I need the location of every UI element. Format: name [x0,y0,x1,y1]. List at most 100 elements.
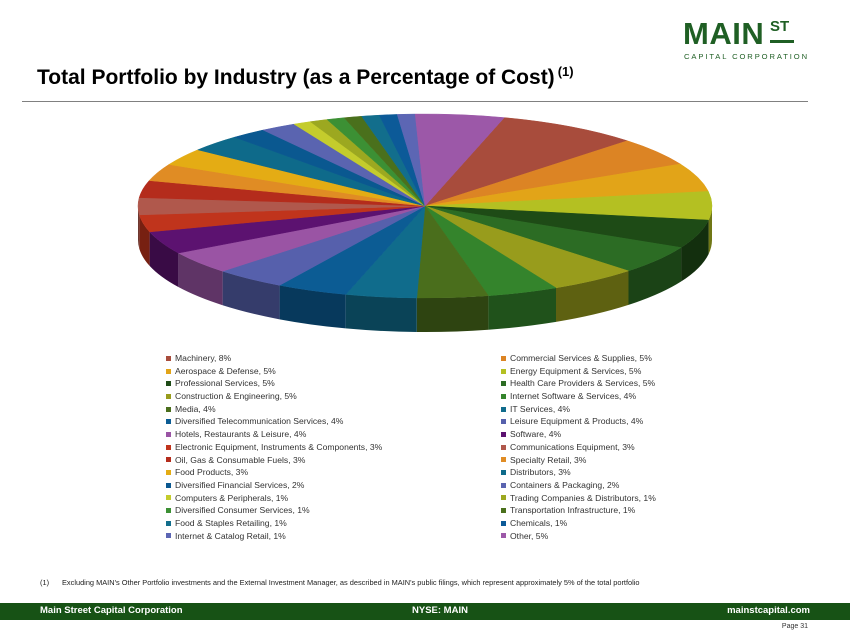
legend-label: Energy Equipment & Services, 5% [510,365,642,376]
title-divider [22,101,808,102]
legend-item: Diversified Consumer Services, 1% [166,504,382,517]
legend-label: Food & Staples Retailing, 1% [175,517,287,528]
legend-label: Computers & Peripherals, 1% [175,492,289,503]
pie-slice-side [488,287,557,330]
legend-item: Professional Services, 5% [166,377,382,390]
legend-label: Trading Companies & Distributors, 1% [510,492,656,503]
pie-slice-side [556,270,629,322]
footer-company: Main Street Capital Corporation [40,605,183,616]
legend-swatch [166,495,171,501]
legend-label: Oil, Gas & Consumable Fuels, 3% [175,454,306,465]
legend-item: Containers & Packaging, 2% [501,479,656,492]
legend-label: Communications Equipment, 3% [510,441,635,452]
legend-column-right: Commercial Services & Supplies, 5% Energy… [501,352,656,542]
legend-item: Transportation Infrastructure, 1% [501,504,656,517]
legend-label: Electronic Equipment, Instruments & Comp… [175,441,383,452]
page-number: Page 31 [781,623,808,630]
title-footnote-ref: (1) [557,64,574,79]
legend-swatch [166,419,171,425]
page-title: Total Portfolio by Industry (as a Percen… [37,64,574,90]
legend-label: Other, 5% [510,530,549,541]
legend-swatch [166,508,171,514]
legend-swatch [501,495,506,501]
pie-slice-side [222,271,280,320]
footer-ticker: NYSE: MAIN [412,605,468,616]
legend-item: Chemicals, 1% [501,517,656,530]
legend-swatch [501,533,506,539]
logo-subtitle: CAPITAL CORPORATION [684,52,809,61]
legend-swatch [166,470,171,476]
legend-label: Diversified Financial Services, 2% [175,479,305,490]
legend-swatch [501,419,506,425]
legend-label: Commercial Services & Supplies, 5% [510,353,652,363]
logo-main-text: MAIN [683,16,765,51]
legend-item: Leisure Equipment & Products, 4% [501,415,656,428]
legend-item: Electronic Equipment, Instruments & Comp… [166,441,382,454]
legend-item: Other, 5% [501,530,656,543]
legend-swatch [501,482,506,488]
legend-item: IT Services, 4% [501,403,656,416]
pie-slice-side [681,220,709,282]
pie-slice-side [708,206,712,255]
legend-item: Construction & Engineering, 5% [166,390,382,403]
legend-swatch [501,381,506,387]
legend-item: Food Products, 3% [166,466,382,479]
industry-pie-chart [137,113,713,332]
legend-swatch [501,520,506,526]
page-title-text: Total Portfolio by Industry (as a Percen… [37,66,555,89]
footnote-text: Excluding MAIN's Other Portfolio investm… [62,578,640,587]
logo-underline [770,40,794,43]
legend-label: Distributors, 3% [510,467,571,478]
pie-side-walls [138,206,712,332]
legend-label: Diversified Telecommunication Services, … [175,416,344,427]
legend-item: Diversified Financial Services, 2% [166,479,382,492]
legend-swatch [166,457,171,463]
legend-swatch [166,533,171,539]
legend-swatch [501,444,506,450]
pie-slice-side [149,231,179,288]
legend-swatch [501,355,506,361]
legend-item: Health Care Providers & Services, 5% [501,377,656,390]
legend-swatch [501,508,506,514]
legend-item: Internet Software & Services, 4% [501,390,656,403]
legend-item: Diversified Telecommunication Services, … [166,415,382,428]
pie-slice-side [416,295,489,332]
footer-bar: Main Street Capital Corporation NYSE: MA… [0,603,850,620]
legend-item: Internet & Catalog Retail, 1% [166,530,382,543]
legend-label: Professional Services, 5% [175,378,275,389]
legend-item: Oil, Gas & Consumable Fuels, 3% [166,454,382,467]
logo-st-text: ST [770,18,790,35]
legend-swatch [166,381,171,387]
legend-label: Software, 4% [510,429,562,440]
pie-slice-side [279,285,346,329]
legend-item: Communications Equipment, 3% [501,441,656,454]
pie-slice-other [414,113,505,207]
legend-item: Energy Equipment & Services, 5% [501,365,656,378]
legend-label: Leisure Equipment & Products, 4% [510,416,644,427]
pie-slice-side [138,206,140,249]
legend-swatch [501,406,506,412]
legend-label: Transportation Infrastructure, 1% [510,505,636,516]
pie-slice-side [139,214,150,266]
legend-swatch [501,368,506,374]
footer-website[interactable]: mainstcapital.com [727,605,810,616]
legend-swatch [166,406,171,412]
legend-swatch [501,457,506,463]
legend-label: Media, 4% [175,403,216,414]
legend-swatch [166,520,171,526]
legend-swatch [166,368,171,374]
legend-swatch [501,431,506,437]
legend-label: Hotels, Restaurants & Leisure, 4% [175,429,307,440]
legend-item: Food & Staples Retailing, 1% [166,517,382,530]
legend-label: IT Services, 4% [510,403,571,414]
legend-swatch [166,431,171,437]
legend-label: Containers & Packaging, 2% [510,479,620,490]
legend-column-left: Machinery, 8% Aerospace & Defense, 5% Prof… [166,352,382,542]
pie-slices [137,113,713,299]
legend-label: Construction & Engineering, 5% [175,391,297,402]
pie-slice-side [628,247,682,305]
legend-item: Specialty Retail, 3% [501,454,656,467]
pie-slice-side [178,253,223,306]
legend-swatch [166,355,171,361]
company-logo: MAIN ST CAPITAL CORPORATION [683,16,807,62]
